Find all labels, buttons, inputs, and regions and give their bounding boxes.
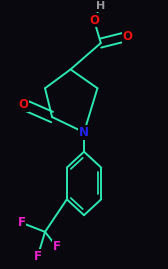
Text: N: N <box>79 126 89 139</box>
Text: O: O <box>89 14 99 27</box>
Text: O: O <box>18 98 28 111</box>
Text: F: F <box>17 216 26 229</box>
Text: O: O <box>123 30 133 43</box>
Text: F: F <box>34 250 42 263</box>
Text: H: H <box>96 1 105 11</box>
Text: F: F <box>53 240 61 253</box>
